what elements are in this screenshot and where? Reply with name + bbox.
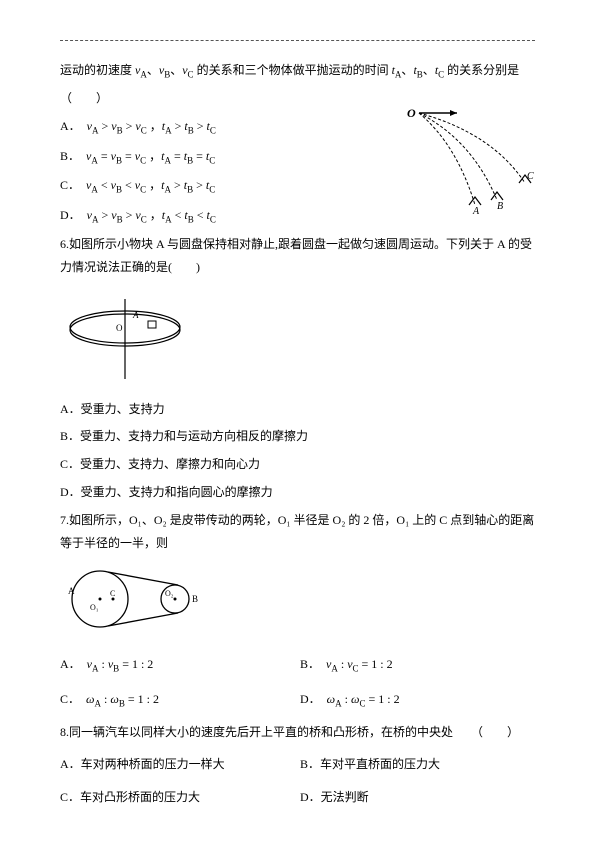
q8-opt-c: C．车对凸形桥面的压力大 <box>60 786 300 809</box>
q8-opt-b: B．车对平直桥面的压力大 <box>300 753 540 776</box>
q6-figure: O A <box>60 289 200 379</box>
q7-label-a: A <box>68 586 75 596</box>
q7-stem: 7.如图所示，O₁、O₂ 是皮带传动的两轮，O₁ 半径是 O₂ 的 2 倍，O₁… <box>60 509 535 555</box>
top-divider <box>60 40 535 41</box>
q8-opt-a: A．车对两种桥面的压力一样大 <box>60 753 300 776</box>
q7-opt-a: A． vA : vB = 1 : 2 <box>60 653 300 677</box>
q5-label-c: C <box>527 171 534 182</box>
q5-label-a: A <box>472 206 480 215</box>
q7-label-b: B <box>192 594 198 604</box>
q6-opt-c: C．受重力、支持力、摩擦力和向心力 <box>60 453 535 476</box>
q7-row2: C． ωA : ωB = 1 : 2 D． ωA : ωC = 1 : 2 <box>60 683 535 717</box>
q5-opt-a-text: vA > vB > vC ，tA > tB > tC <box>87 119 216 133</box>
q8-row2: C．车对凸形桥面的压力大 D．无法判断 <box>60 781 535 814</box>
q6-opt-b: B．受重力、支持力和与运动方向相反的摩擦力 <box>60 425 535 448</box>
q5-figure: O A B C <box>397 105 537 215</box>
q7-label-o2: O₂ <box>165 589 174 598</box>
q5-label-b: B <box>497 201 503 212</box>
q6-stem: 6.如图所示小物块 A 与圆盘保持相对静止,跟着圆盘一起做匀速圆周运动。下列关于… <box>60 233 535 279</box>
q7-label-o1: O₁ <box>90 603 99 612</box>
q5-opt-b-text: vA = vB = vC ，tA = tB = tC <box>86 149 215 163</box>
q5-opt-d-text: vA > vB > vC ，tA < tB < tC <box>87 208 216 222</box>
q6-opt-d: D．受重力、支持力和指向圆心的摩擦力 <box>60 481 535 504</box>
q8-opt-d: D．无法判断 <box>300 786 540 809</box>
q7-opt-d: D． ωA : ωC = 1 : 2 <box>300 688 540 712</box>
page: 运动的初速度 vA、vB、vC 的关系和三个物体做平抛运动的时间 tA、tB、t… <box>0 0 595 842</box>
q5-label-o: O <box>407 106 416 120</box>
q6-opt-a: A．受重力、支持力 <box>60 398 535 421</box>
q6-label-a: A <box>132 310 139 320</box>
q7-row1: A． vA : vB = 1 : 2 B． vA : vC = 1 : 2 <box>60 648 535 682</box>
q6-label-o: O <box>116 323 123 333</box>
q7-label-c: C <box>110 589 115 598</box>
q7-figure: A O₁ C O₂ B <box>60 564 210 634</box>
q5-opt-c-text: vA < vB < vC ，tA > tB > tC <box>86 178 215 192</box>
q7-opt-b: B． vA : vC = 1 : 2 <box>300 653 540 677</box>
q8-stem: 8.同一辆汽车以同样大小的速度先后开上平直的桥和凸形桥，在桥的中央处 （ ） <box>60 721 535 744</box>
q7-opt-c: C． ωA : ωB = 1 : 2 <box>60 688 300 712</box>
q5-intro: 运动的初速度 vA、vB、vC 的关系和三个物体做平抛运动的时间 tA、tB、t… <box>60 59 535 83</box>
q8-row1: A．车对两种桥面的压力一样大 B．车对平直桥面的压力大 <box>60 748 535 781</box>
